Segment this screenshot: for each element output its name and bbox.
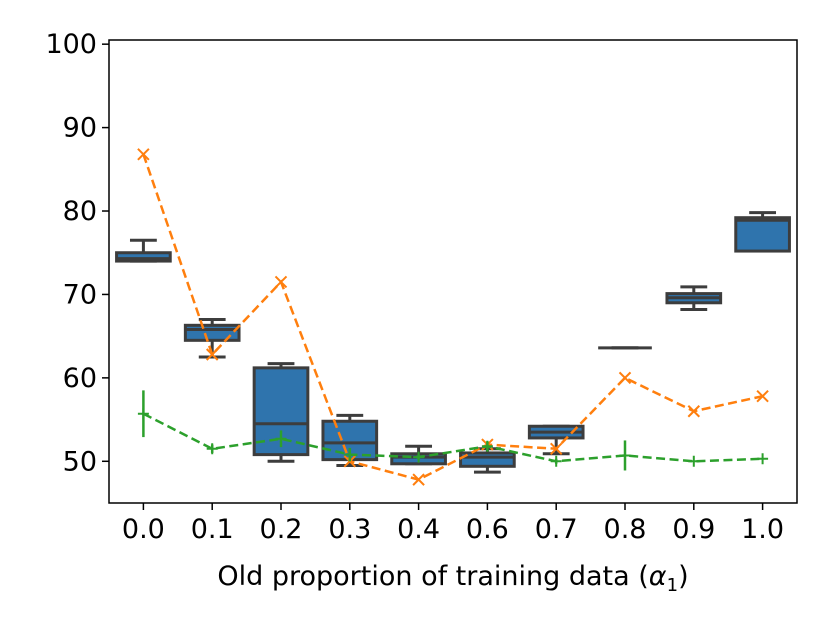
y-tick-label: 70 bbox=[63, 279, 97, 310]
green-point-0.9 bbox=[688, 455, 700, 467]
box-iqr bbox=[734, 216, 791, 253]
x-tick-label: 0.4 bbox=[397, 514, 440, 545]
box-iqr bbox=[115, 251, 172, 263]
box-1.0 bbox=[734, 211, 791, 253]
x-tick-label: 0.3 bbox=[328, 514, 371, 545]
box-0.1 bbox=[183, 317, 241, 359]
orange-point-0.7 bbox=[549, 442, 563, 455]
x-axis-label: Old proportion of training data (α1) bbox=[217, 561, 688, 596]
orange-series-line bbox=[142, 153, 763, 481]
box-iqr bbox=[459, 451, 516, 468]
y-tick-label: 90 bbox=[63, 113, 97, 144]
x-tick-label: 0.2 bbox=[260, 514, 303, 545]
orange-point-0.0 bbox=[137, 148, 150, 161]
green-point-1.0 bbox=[757, 453, 769, 465]
series-orange bbox=[137, 148, 769, 486]
orange-point-0.2 bbox=[274, 275, 288, 289]
y-tick-label: 60 bbox=[63, 363, 97, 394]
plot-area-frame bbox=[108, 39, 798, 504]
box-0.0 bbox=[115, 238, 172, 263]
x-tick-label: 0.9 bbox=[672, 514, 715, 545]
x-tick-label: 0.0 bbox=[122, 514, 165, 545]
orange-point-0.8 bbox=[618, 371, 632, 385]
green-series-line bbox=[142, 412, 763, 463]
box-0.7 bbox=[527, 424, 585, 456]
orange-point-0.4 bbox=[412, 473, 425, 486]
box-0.6 bbox=[459, 447, 516, 474]
x-tick-label: 0.7 bbox=[535, 514, 578, 545]
box-0.9 bbox=[665, 285, 723, 311]
x-tick-label: 0.8 bbox=[604, 514, 647, 545]
y-tick-label: 50 bbox=[63, 446, 97, 477]
box-iqr bbox=[183, 323, 241, 342]
series-green bbox=[137, 390, 769, 471]
orange-point-0.9 bbox=[687, 405, 701, 418]
y-tick-label: 80 bbox=[63, 196, 97, 227]
x-tick-label: 0.6 bbox=[466, 514, 509, 545]
x-tick-label: 1.0 bbox=[741, 514, 784, 545]
x-tick-label: 0.1 bbox=[191, 514, 234, 545]
orange-point-0.1 bbox=[205, 348, 219, 361]
orange-point-1.0 bbox=[756, 390, 769, 403]
y-tick-label: 100 bbox=[45, 29, 97, 60]
